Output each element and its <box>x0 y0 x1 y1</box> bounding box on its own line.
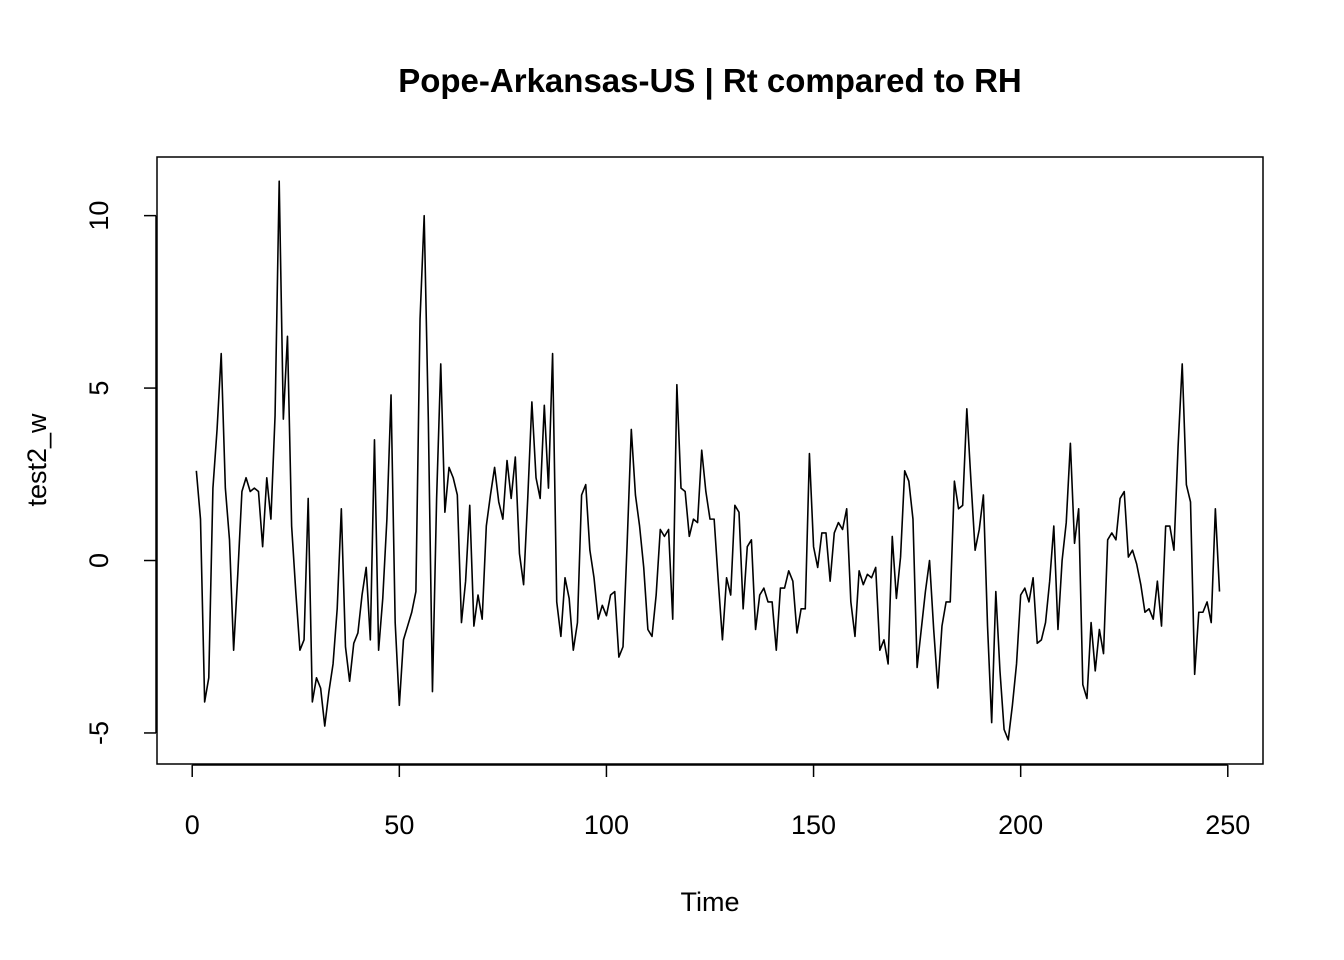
y-tick-label: 10 <box>84 201 114 231</box>
y-tick-label: 5 <box>84 381 114 396</box>
y-tick-label: 0 <box>84 553 114 568</box>
plot-frame <box>156 156 1264 765</box>
x-tick-label: 0 <box>185 810 200 840</box>
x-tick-label: 100 <box>584 810 629 840</box>
x-tick-label: 250 <box>1205 810 1250 840</box>
x-tick-label: 200 <box>998 810 1043 840</box>
x-tick-label: 150 <box>791 810 836 840</box>
x-axis-label: Time <box>681 887 740 917</box>
chart-title: Pope-Arkansas-US | Rt compared to RH <box>398 62 1022 99</box>
x-axis: 0 50 100 150 200 250 <box>185 764 1250 840</box>
y-axis-label: test2_w <box>22 413 52 507</box>
x-tick-label: 50 <box>384 810 414 840</box>
y-axis: -5 0 5 10 <box>84 201 157 745</box>
series-line <box>195 180 1221 741</box>
y-tick-label: -5 <box>84 721 114 745</box>
